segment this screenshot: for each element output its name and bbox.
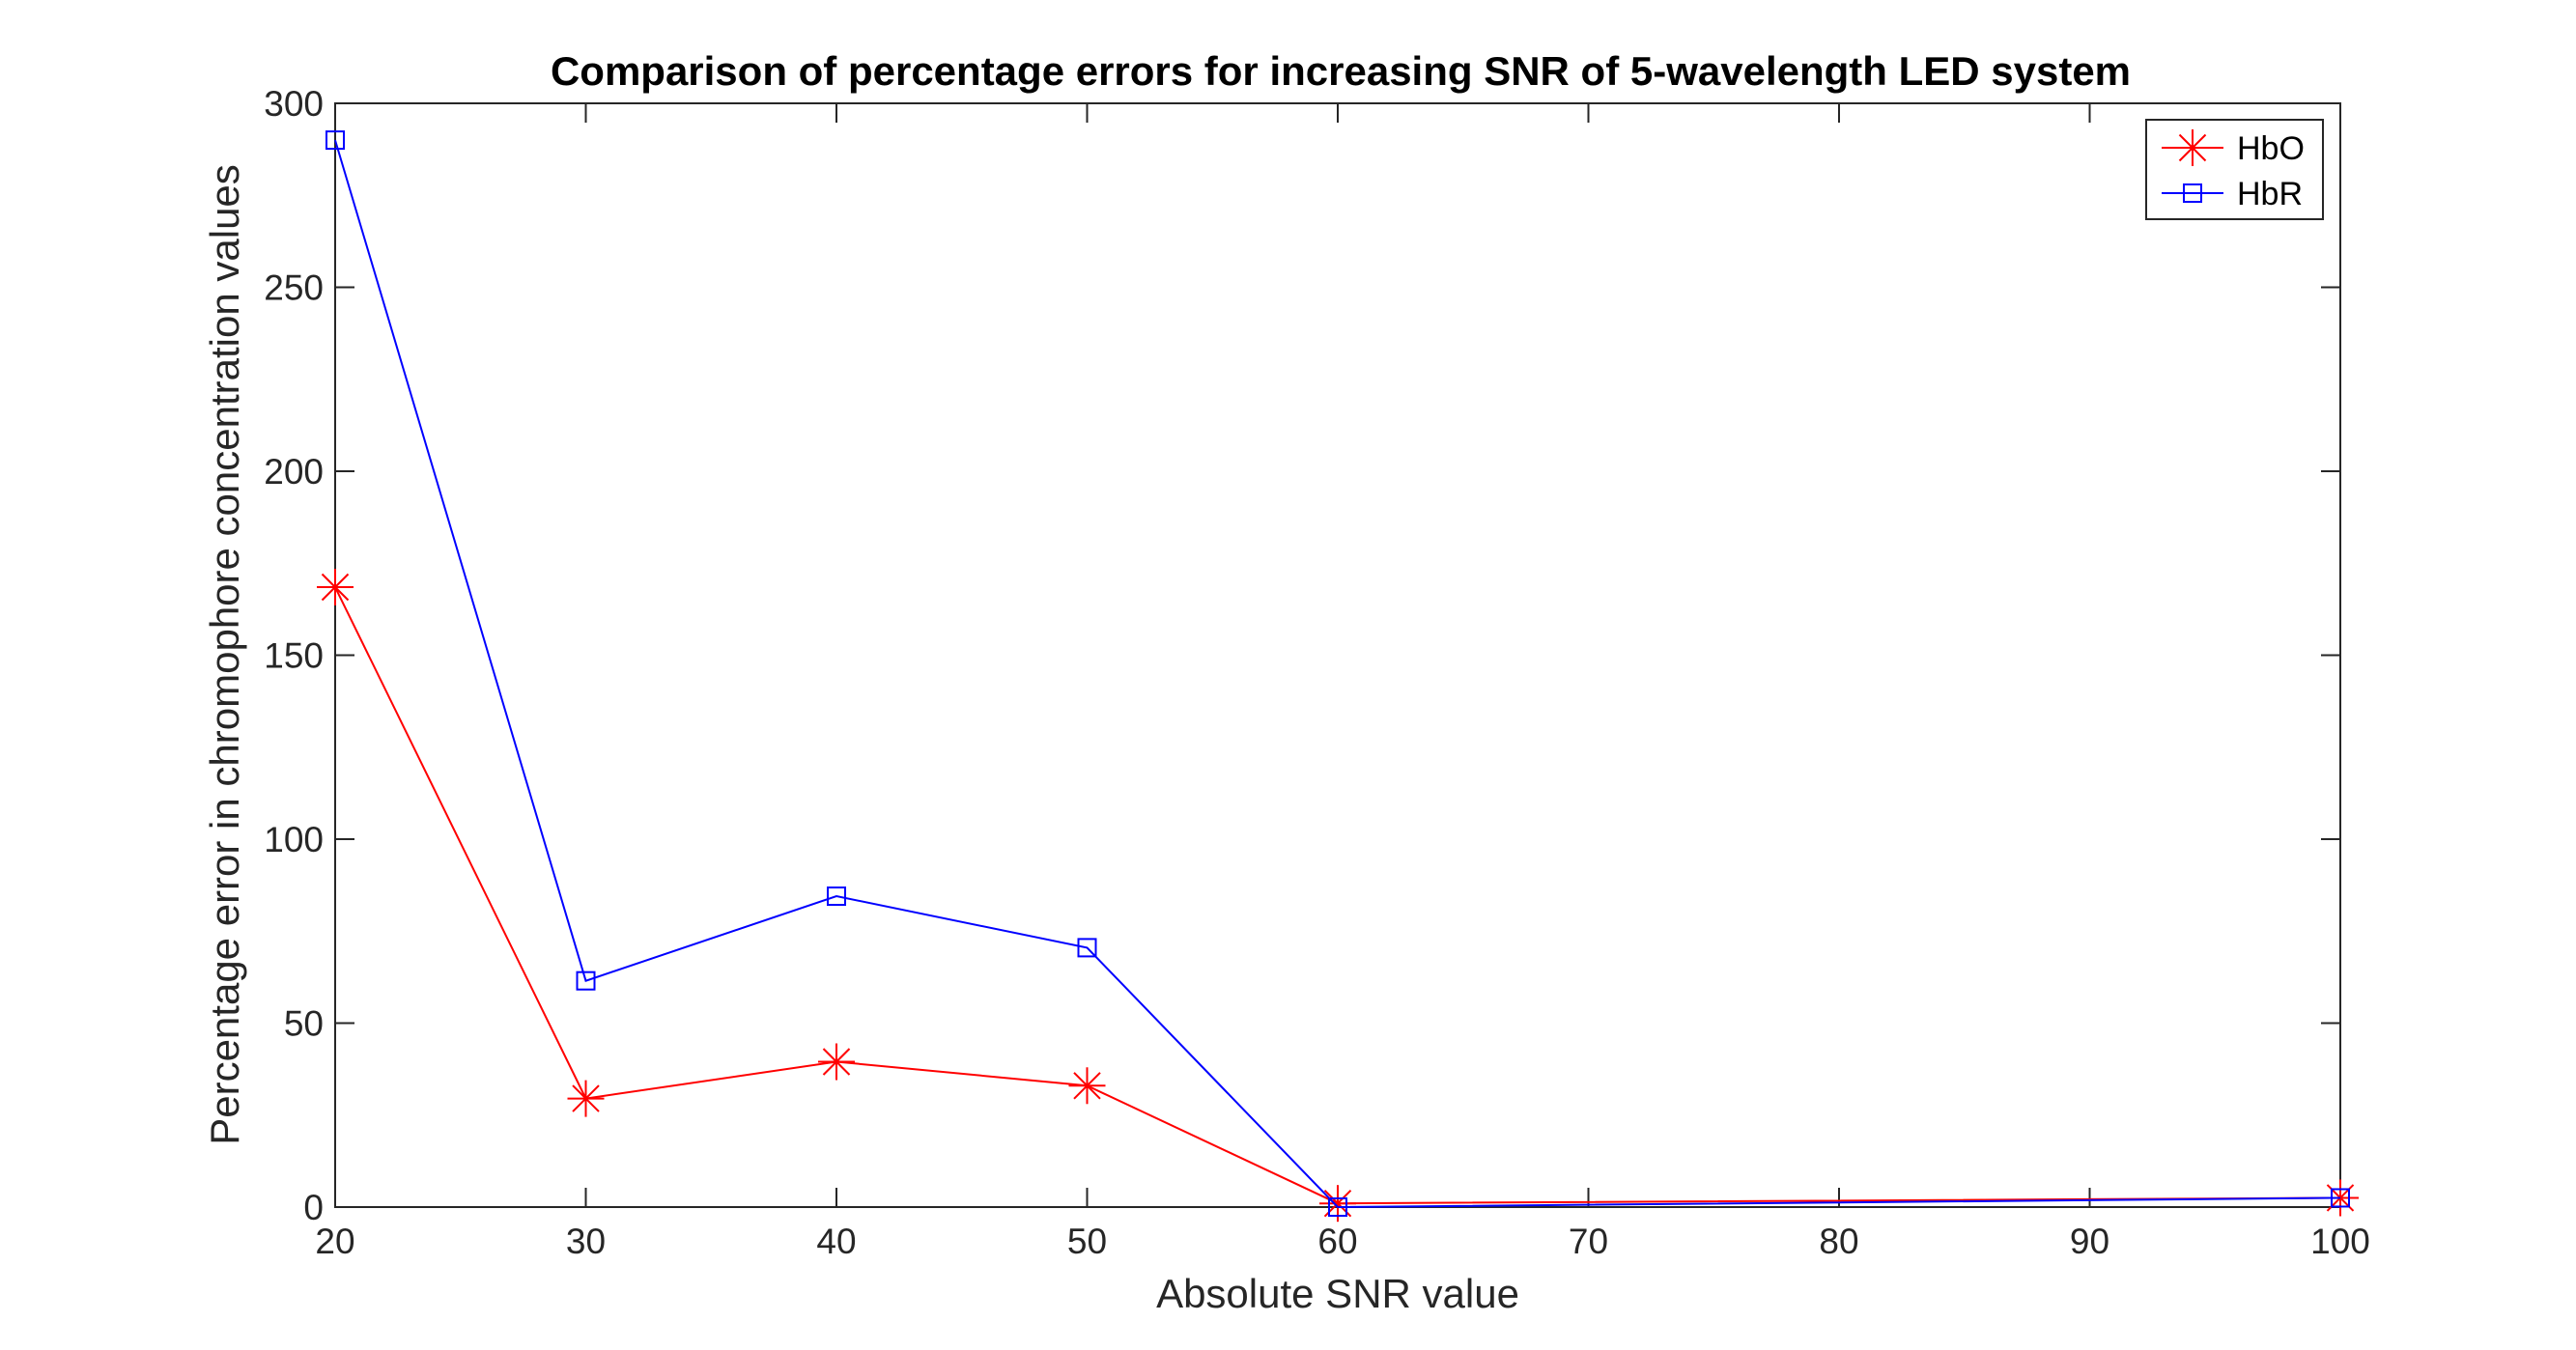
legend-marker-hbo bbox=[2174, 129, 2211, 166]
legend-box bbox=[2145, 119, 2324, 220]
x-tick-label: 80 bbox=[1819, 1222, 1858, 1261]
y-tick-label: 200 bbox=[264, 452, 324, 492]
y-tick-label: 0 bbox=[303, 1188, 324, 1227]
x-tick-label: 30 bbox=[566, 1222, 606, 1261]
y-tick-label: 300 bbox=[264, 84, 324, 124]
data-point-hbr bbox=[326, 130, 345, 151]
x-tick-label: 60 bbox=[1317, 1222, 1357, 1261]
x-tick-label: 20 bbox=[315, 1222, 354, 1261]
y-tick-label: 100 bbox=[264, 820, 324, 859]
chart-title: Comparison of percentage errors for incr… bbox=[551, 48, 2131, 94]
data-point-hbo bbox=[317, 569, 354, 606]
x-axis-label: Absolute SNR value bbox=[1156, 1271, 1519, 1316]
legend-marker-hbr bbox=[2183, 183, 2202, 203]
data-point-hbr bbox=[1077, 938, 1097, 958]
series-line-hbo bbox=[334, 586, 2341, 1205]
data-point-hbo bbox=[818, 1043, 855, 1081]
legend-label-hbo: HbO bbox=[2237, 130, 2305, 167]
data-point-hbr bbox=[576, 970, 596, 991]
legend: HbO HbR bbox=[2145, 119, 2324, 220]
data-point-hbo bbox=[567, 1080, 605, 1117]
x-tick-label: 100 bbox=[2310, 1222, 2370, 1261]
series-line-hbr bbox=[334, 139, 2341, 1209]
y-tick-label: 150 bbox=[264, 636, 324, 676]
legend-label-hbr: HbR bbox=[2237, 176, 2303, 212]
y-tick-label: 250 bbox=[264, 268, 324, 308]
plot-area-frame bbox=[334, 102, 2341, 1208]
y-axis-label: Percentage error in chromophore concentr… bbox=[202, 164, 247, 1145]
x-tick-label: 70 bbox=[1569, 1222, 1608, 1261]
x-tick-label: 40 bbox=[816, 1222, 856, 1261]
x-tick-label: 90 bbox=[2070, 1222, 2109, 1261]
data-point-hbr bbox=[2331, 1188, 2350, 1208]
y-tick-label: 50 bbox=[284, 1004, 324, 1044]
y-axis-ticks: 0 50 100 150 200 250 300 bbox=[264, 84, 2340, 1227]
x-axis-ticks: 20 30 40 50 60 70 80 90 100 bbox=[315, 103, 2370, 1261]
data-point-hbo bbox=[1068, 1067, 1106, 1105]
series-layer bbox=[317, 130, 2359, 1223]
data-point-hbr bbox=[827, 886, 846, 907]
data-point-hbr bbox=[1328, 1197, 1347, 1217]
x-tick-label: 50 bbox=[1067, 1222, 1107, 1261]
